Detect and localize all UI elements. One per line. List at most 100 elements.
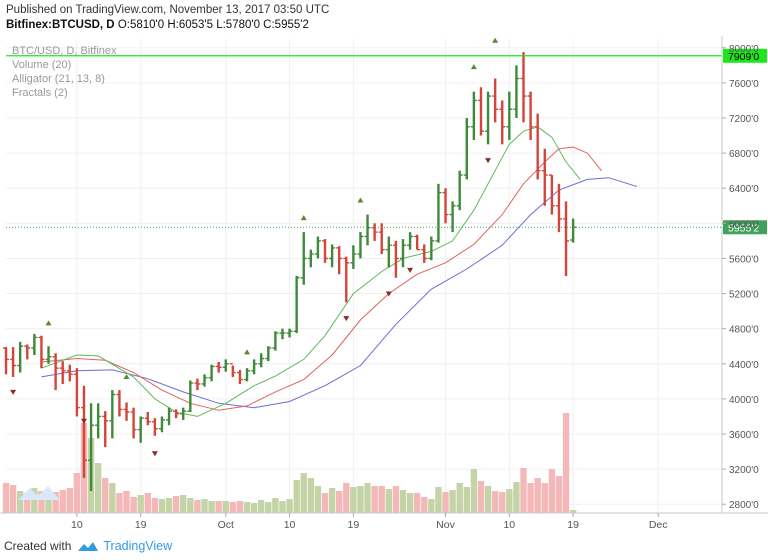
ohlc-bar bbox=[385, 236, 392, 268]
ohlc-bar bbox=[506, 91, 513, 140]
ohlc-bar bbox=[265, 346, 272, 362]
ohlc-bar bbox=[236, 369, 243, 384]
volume-bar bbox=[371, 486, 378, 513]
volume-bar bbox=[144, 493, 151, 513]
ohlc-bar bbox=[24, 344, 31, 360]
ohlc-bar bbox=[73, 368, 80, 417]
ohlc-bar bbox=[555, 183, 562, 233]
ohlc-bar bbox=[158, 416, 165, 433]
ohlc-bar bbox=[10, 347, 17, 377]
volume-bar bbox=[9, 485, 17, 513]
volume-bar bbox=[59, 490, 66, 513]
ohlc-bar bbox=[300, 232, 307, 285]
ohlc-bar bbox=[293, 276, 300, 334]
ohlc-bar bbox=[215, 362, 222, 373]
ohlc-bar bbox=[251, 359, 258, 375]
y-tick-label: 4400'0 bbox=[729, 360, 759, 371]
ohlc-bar bbox=[137, 416, 144, 443]
ohlc-bar bbox=[527, 91, 534, 140]
volume-bar bbox=[321, 493, 329, 513]
volume-bar bbox=[499, 492, 506, 513]
volume-bar bbox=[194, 500, 201, 513]
y-tick-label: 6800'0 bbox=[729, 149, 759, 160]
ohlc-bar bbox=[66, 364, 73, 382]
ohlc-bar bbox=[173, 409, 180, 419]
volume-bar bbox=[187, 498, 194, 513]
volume-bar bbox=[477, 481, 485, 513]
volume-bar bbox=[449, 490, 456, 513]
ohlc-bar bbox=[314, 236, 321, 259]
volume-bar bbox=[527, 483, 534, 513]
fractal-up-marker bbox=[244, 349, 251, 355]
volume-bar bbox=[491, 491, 499, 513]
ohlc-bar bbox=[513, 65, 520, 118]
ohlc-bar bbox=[570, 218, 577, 243]
fractal-down-marker bbox=[151, 451, 158, 457]
volume-bar bbox=[463, 487, 470, 513]
volume-bar bbox=[2, 483, 10, 513]
ohlc-bar bbox=[541, 148, 548, 206]
last-price-label: 5955'2 bbox=[723, 220, 767, 235]
volume-bar bbox=[243, 502, 251, 513]
ohlc-bar bbox=[442, 188, 449, 224]
ohlc-bar bbox=[45, 346, 52, 364]
ohlc-bar bbox=[563, 201, 570, 276]
last-price-text: 5955'2 bbox=[728, 222, 759, 234]
ohlc-bar bbox=[449, 201, 456, 233]
created-with-label: Created with bbox=[4, 539, 72, 553]
volume-bar bbox=[548, 469, 556, 513]
ohlc-bar bbox=[548, 174, 555, 215]
fractal-up-marker bbox=[492, 37, 499, 43]
ohlc-bar bbox=[166, 407, 173, 426]
volume-bar bbox=[279, 501, 286, 513]
alligator-jaw-line bbox=[41, 177, 638, 409]
y-tick-label: 7200'0 bbox=[729, 114, 759, 125]
volume-bar bbox=[293, 480, 300, 513]
fractal-down-marker bbox=[343, 316, 350, 322]
y-tick-label: 7600'0 bbox=[729, 79, 759, 90]
ohlc-bar bbox=[520, 52, 527, 123]
volume-bar bbox=[343, 483, 350, 513]
tradingview-brand[interactable]: TradingView bbox=[103, 539, 173, 553]
volume-bar bbox=[428, 499, 435, 513]
volume-bar bbox=[38, 491, 45, 513]
price-chart[interactable]: 7909'0 5955'2 2800'0 3200'0 3600'0 4000'0 440… bbox=[0, 36, 768, 536]
ohlc-bar bbox=[38, 335, 45, 369]
ohlc-bar bbox=[109, 390, 116, 439]
ohlc-values: O:5810'0 H:6053'5 L:5780'0 C:5955'2 bbox=[117, 19, 309, 31]
volume-bar bbox=[66, 488, 73, 513]
y-tick-label: 2800'0 bbox=[729, 500, 759, 511]
level-price-box bbox=[723, 48, 767, 63]
volume-bar bbox=[378, 486, 385, 513]
ohlc-bar bbox=[130, 407, 137, 439]
grid bbox=[6, 39, 722, 513]
volume-bar bbox=[215, 501, 222, 513]
y-tick-label: 5200'0 bbox=[729, 290, 759, 301]
price-overlays: 7909'0 5955'2 bbox=[6, 48, 767, 235]
ohlc-bar bbox=[492, 78, 499, 123]
legend-alligator: Alligator (21, 13, 8) bbox=[12, 73, 105, 85]
ohlc-bar bbox=[399, 239, 406, 268]
ohlc-bar bbox=[414, 234, 421, 251]
ohlc-bar bbox=[329, 244, 336, 268]
volume-bar bbox=[300, 473, 307, 513]
volume-bar bbox=[534, 478, 541, 513]
legend-volume: Volume (20) bbox=[12, 59, 71, 71]
volume-bar bbox=[569, 510, 577, 513]
alligator-lips-line bbox=[41, 126, 581, 417]
ohlc-bar bbox=[31, 333, 38, 355]
footer: Created with TradingView bbox=[4, 536, 172, 556]
ohlc-bar bbox=[428, 236, 435, 261]
y-tick-label: 3200'0 bbox=[729, 465, 759, 476]
volume-bar bbox=[307, 478, 315, 513]
volume-bar bbox=[286, 499, 293, 513]
volume-bar bbox=[506, 489, 513, 513]
fractal-down-marker bbox=[407, 267, 414, 273]
volume-bar bbox=[541, 483, 548, 513]
x-tick-label: 10 bbox=[503, 519, 515, 531]
volume-bar bbox=[158, 499, 166, 513]
published-line: Published on TradingView.com, November 1… bbox=[6, 4, 330, 16]
fractal-up-marker bbox=[123, 373, 130, 379]
ohlc-bar bbox=[477, 87, 484, 136]
volume-bar bbox=[364, 483, 371, 513]
